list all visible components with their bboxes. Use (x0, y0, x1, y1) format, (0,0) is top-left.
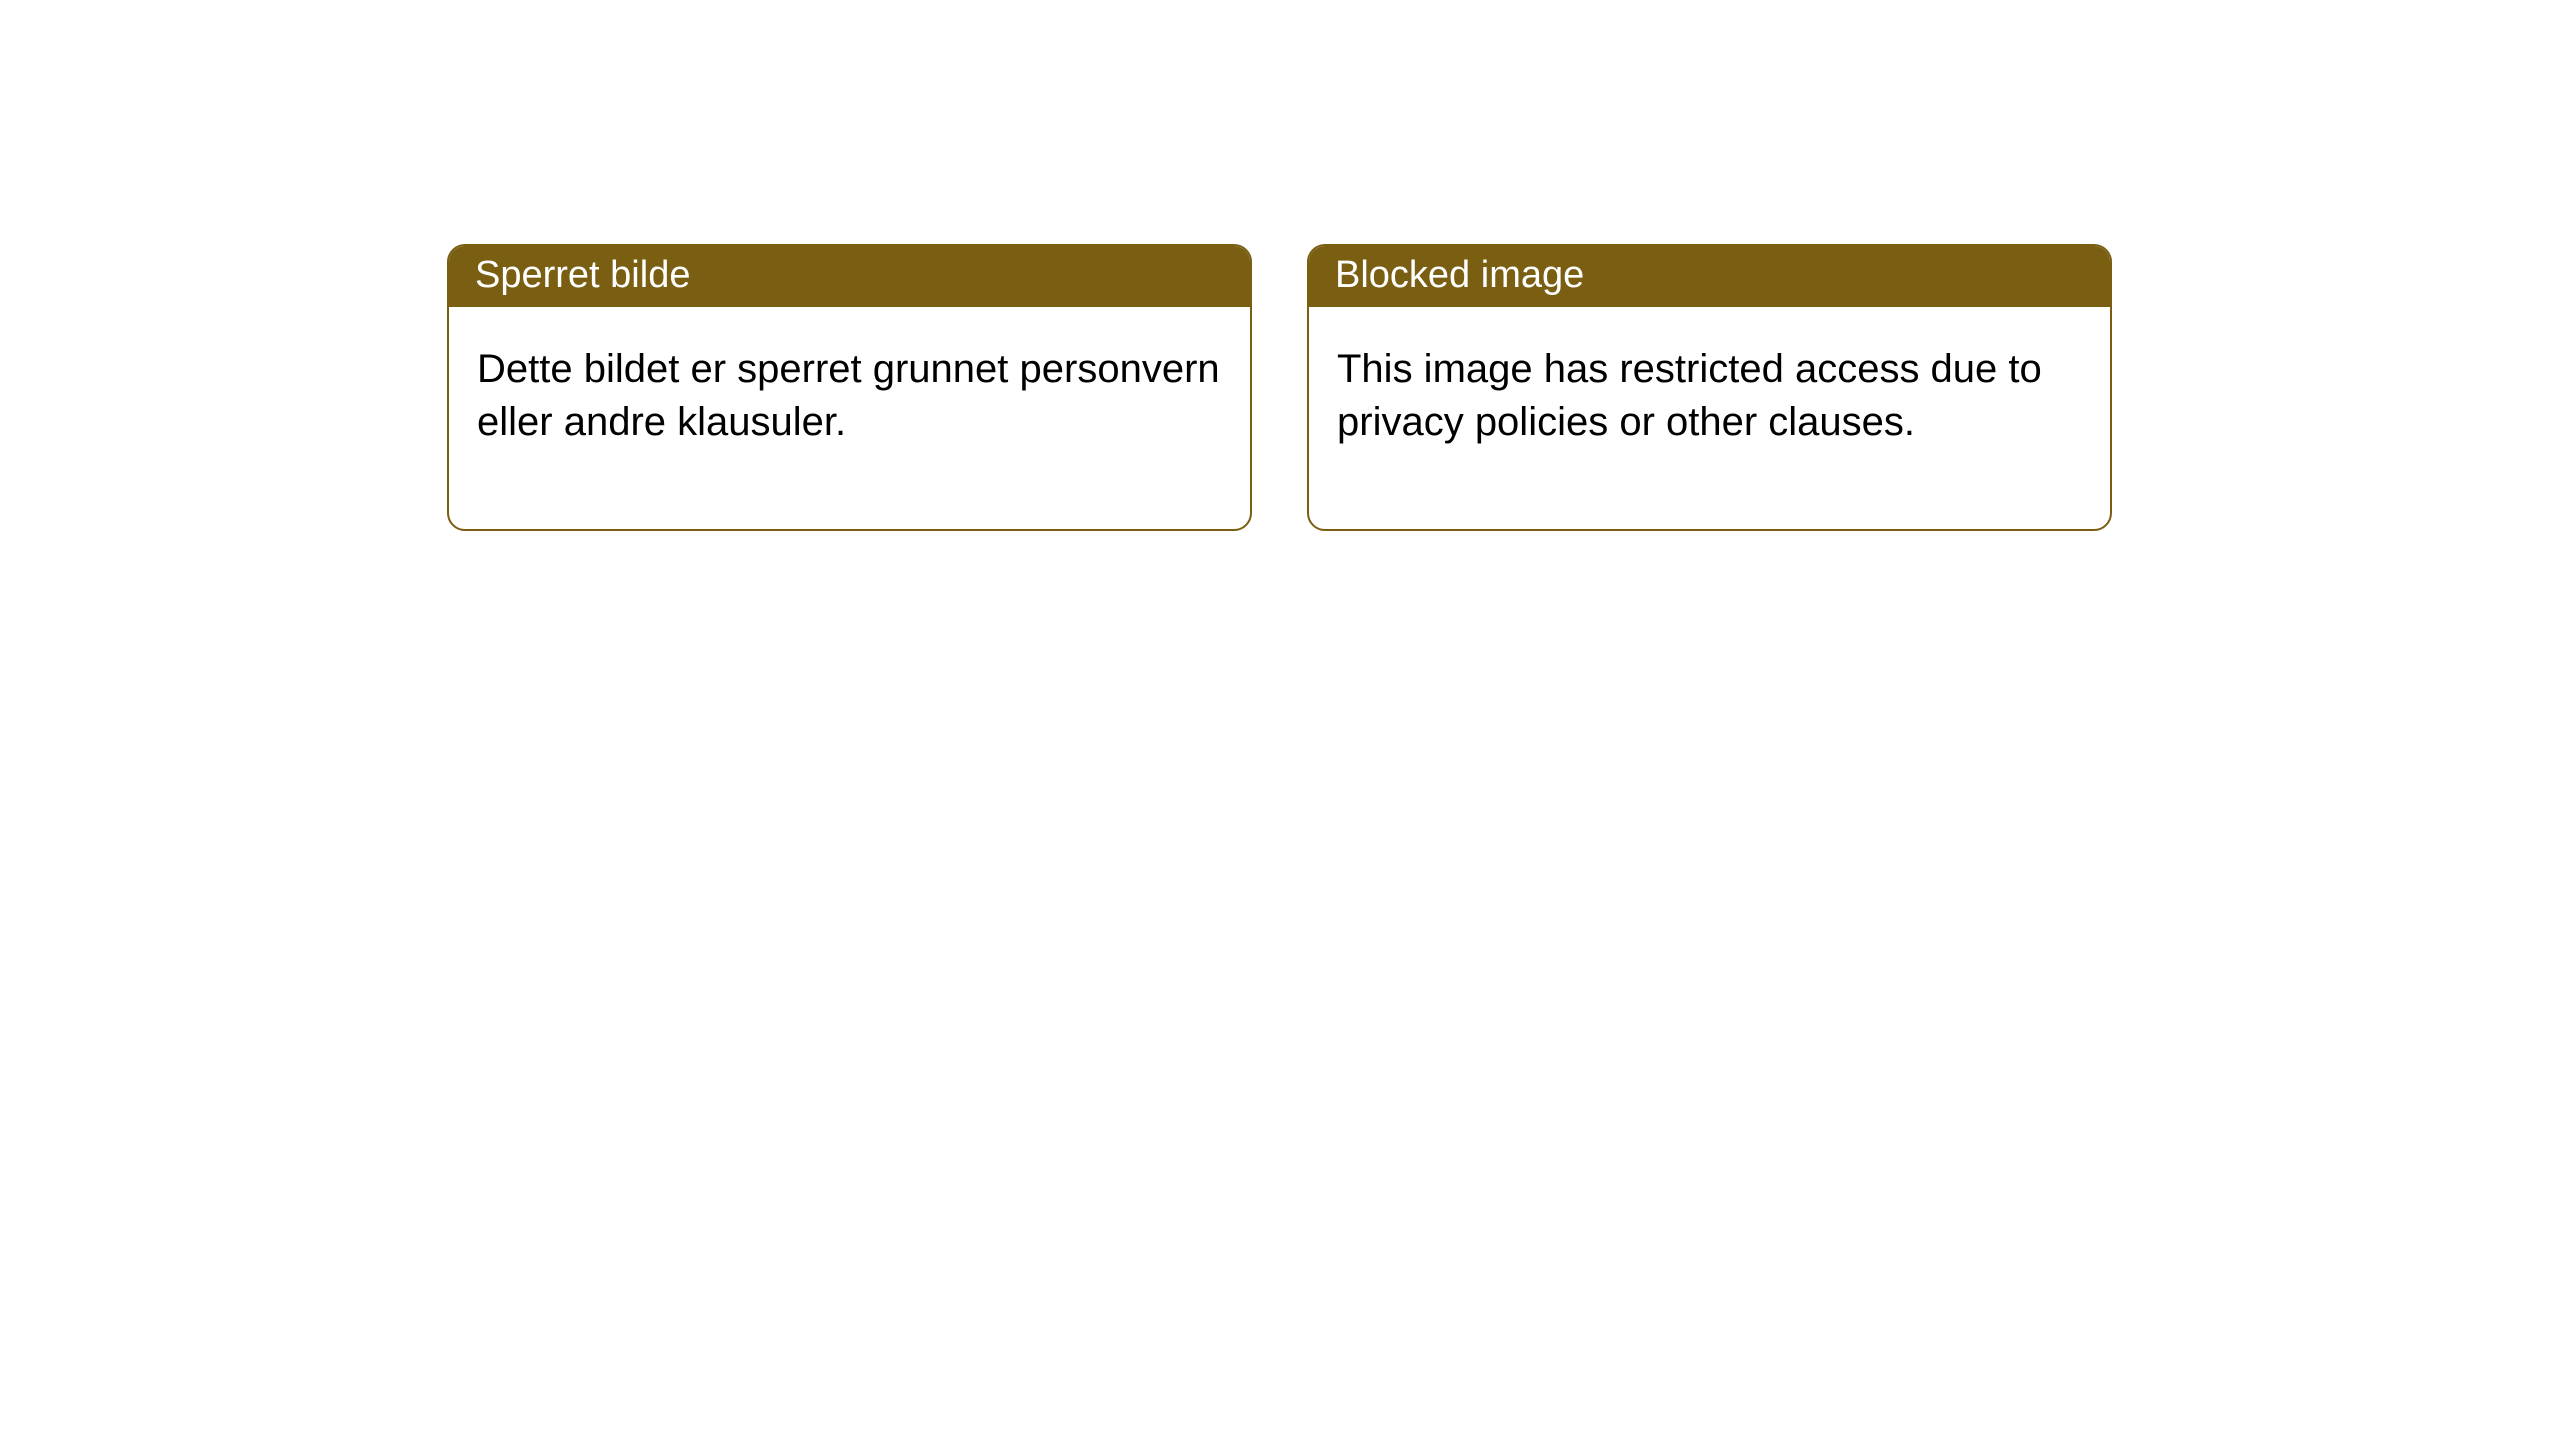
card-title: Sperret bilde (475, 254, 690, 296)
card-title: Blocked image (1335, 254, 1584, 296)
card-body-text: Dette bildet er sperret grunnet personve… (477, 347, 1220, 444)
card-body: This image has restricted access due to … (1309, 307, 2110, 529)
card-header: Blocked image (1309, 246, 2110, 307)
card-body: Dette bildet er sperret grunnet personve… (449, 307, 1250, 529)
notice-card-english: Blocked image This image has restricted … (1307, 244, 2112, 531)
card-header: Sperret bilde (449, 246, 1250, 307)
notice-cards-container: Sperret bilde Dette bildet er sperret gr… (0, 0, 2560, 531)
card-body-text: This image has restricted access due to … (1337, 347, 2042, 444)
notice-card-norwegian: Sperret bilde Dette bildet er sperret gr… (447, 244, 1252, 531)
